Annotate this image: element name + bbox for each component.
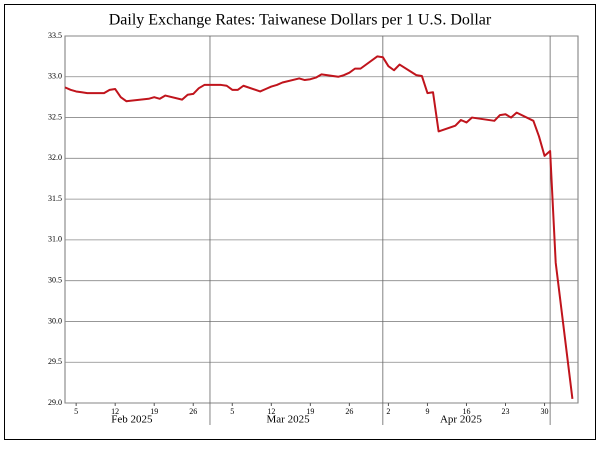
x-tick-label: 26 xyxy=(345,407,353,416)
x-tick-label: 5 xyxy=(74,407,78,416)
x-tick-label: 26 xyxy=(189,407,197,416)
x-tick-label: 16 xyxy=(462,407,470,416)
x-tick-label: 19 xyxy=(306,407,314,416)
month-label: Apr 2025 xyxy=(440,414,482,426)
x-tick-label: 19 xyxy=(150,407,158,416)
x-tick-label: 30 xyxy=(541,407,549,416)
line-series xyxy=(64,55,574,400)
x-tick-label: 2 xyxy=(386,407,390,416)
y-tick-label: 32.5 xyxy=(48,112,62,121)
y-tick-label: 29.5 xyxy=(48,357,62,366)
x-tick-label: 5 xyxy=(230,407,234,416)
month-label: Mar 2025 xyxy=(267,414,311,426)
y-tick-label: 29.0 xyxy=(48,398,62,407)
y-tick-label: 31.5 xyxy=(48,194,62,203)
plot-area xyxy=(64,35,579,404)
y-tick-label: 32.0 xyxy=(48,153,62,162)
x-tick-label: 12 xyxy=(267,407,275,416)
y-tick-label: 31.0 xyxy=(48,235,62,244)
x-tick-label: 9 xyxy=(425,407,429,416)
y-tick-label: 33.0 xyxy=(48,72,62,81)
month-label: Feb 2025 xyxy=(111,414,153,426)
chart-title: Daily Exchange Rates: Taiwanese Dollars … xyxy=(109,12,492,29)
y-tick-label: 30.0 xyxy=(48,316,62,325)
y-tick-label: 33.5 xyxy=(48,31,62,40)
x-tick-label: 12 xyxy=(111,407,119,416)
x-tick-label: 23 xyxy=(502,407,510,416)
y-tick-label: 30.5 xyxy=(48,275,62,284)
